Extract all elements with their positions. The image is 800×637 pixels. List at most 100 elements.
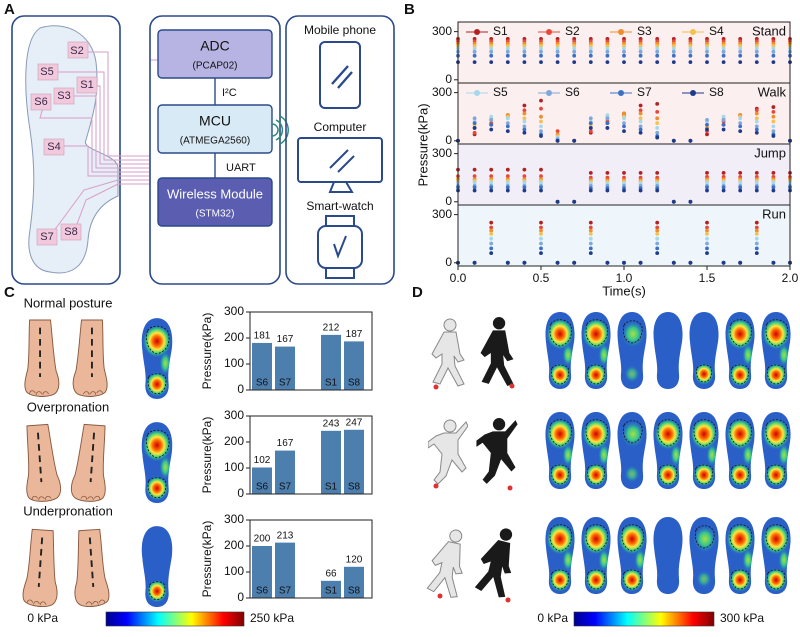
data-point [539, 53, 543, 58]
data-point [622, 121, 626, 126]
data-point [754, 170, 759, 175]
data-point [539, 134, 543, 138]
y-tick-label: 300 [432, 207, 452, 221]
foot-drawing [72, 319, 109, 398]
bar [252, 342, 272, 390]
data-point [505, 46, 510, 51]
sensor-label: S8 [64, 226, 77, 238]
data-point [655, 220, 660, 225]
watch-icon [317, 225, 363, 269]
value-label: 120 [346, 554, 363, 565]
data-point [638, 53, 643, 58]
data-point [522, 260, 527, 265]
insole-wires [52, 71, 150, 161]
bar-label: S6 [256, 586, 269, 597]
y-tick-label: 0 [445, 194, 452, 208]
value-label: 181 [254, 331, 271, 342]
data-point [638, 260, 643, 265]
data-point [489, 53, 494, 58]
data-point [655, 251, 660, 256]
data-point [572, 46, 577, 51]
sensor-label: S5 [40, 66, 53, 78]
data-point [539, 185, 543, 190]
data-point [489, 225, 494, 230]
data-point [754, 130, 759, 135]
data-point [638, 49, 643, 54]
data-point [539, 46, 543, 51]
data-point [771, 188, 776, 193]
data-point [555, 199, 560, 204]
devices-box [285, 15, 395, 285]
data-point [539, 225, 543, 230]
data-point [738, 46, 743, 51]
value-label: 200 [254, 534, 271, 545]
monitor-icon [297, 137, 383, 183]
bar [252, 546, 272, 598]
bar-label: S6 [256, 482, 269, 493]
data-point [771, 46, 776, 51]
data-point [705, 225, 709, 230]
bar [344, 566, 364, 598]
x-tick-label: 2.0 [782, 271, 799, 285]
data-point [539, 188, 543, 193]
data-point [655, 231, 660, 236]
data-point [638, 108, 643, 113]
posture-panel: 0 kPa 250 kPa Normal posture Pressure(kPa… [21, 295, 373, 627]
data-point [655, 225, 660, 230]
panel-a: S2 S5 S1 S3 S6 S4 S7 S8 ADC (PCAP02) I²C… [11, 15, 395, 285]
data-point [638, 170, 643, 175]
data-point [721, 122, 726, 127]
data-point [622, 46, 626, 51]
data-point [555, 46, 560, 51]
wireless-block [157, 177, 273, 227]
data-point [655, 170, 660, 175]
data-point [622, 53, 626, 58]
data-point [622, 124, 626, 129]
foot-drawing [69, 422, 111, 504]
data-point [472, 130, 477, 135]
data-point [539, 246, 543, 251]
data-point [588, 246, 593, 251]
adc-chip: (PCAP02) [192, 61, 237, 72]
bar [275, 346, 295, 390]
data-point [605, 113, 610, 118]
data-point [472, 188, 477, 193]
legend-label: S3 [637, 24, 652, 38]
legend-marker [618, 29, 624, 35]
data-point [754, 53, 759, 58]
data-point [688, 46, 693, 51]
data-point [489, 122, 494, 127]
data-point [572, 60, 577, 65]
data-point [522, 119, 527, 124]
uart-label: UART [226, 162, 256, 174]
data-point [522, 174, 527, 179]
data-point [738, 180, 743, 185]
dots [433, 384, 439, 390]
data-point [472, 180, 477, 185]
silhouette [476, 418, 518, 484]
colorbar [573, 611, 715, 627]
data-point [721, 60, 726, 65]
gait-maps [582, 412, 611, 489]
data-point [522, 49, 527, 54]
data-point [738, 129, 743, 134]
insole-wires [149, 59, 158, 184]
y-tick-label: 0 [237, 486, 244, 500]
data-point [505, 116, 510, 121]
value-label: 187 [346, 329, 363, 340]
data-point [705, 246, 709, 251]
data-point [705, 241, 709, 246]
data-point [638, 124, 643, 129]
data-point [505, 260, 510, 265]
data-point [489, 241, 494, 246]
gait-panel: 0 kPa 300 kPa [424, 312, 790, 627]
insole-wires [80, 51, 150, 157]
y-tick-label: 0 [237, 382, 244, 396]
data-point [655, 246, 660, 251]
data-point [522, 180, 527, 185]
axes-frame [249, 519, 373, 599]
sensor-pads [30, 41, 98, 246]
data-point [605, 60, 610, 65]
data-point [472, 167, 477, 172]
